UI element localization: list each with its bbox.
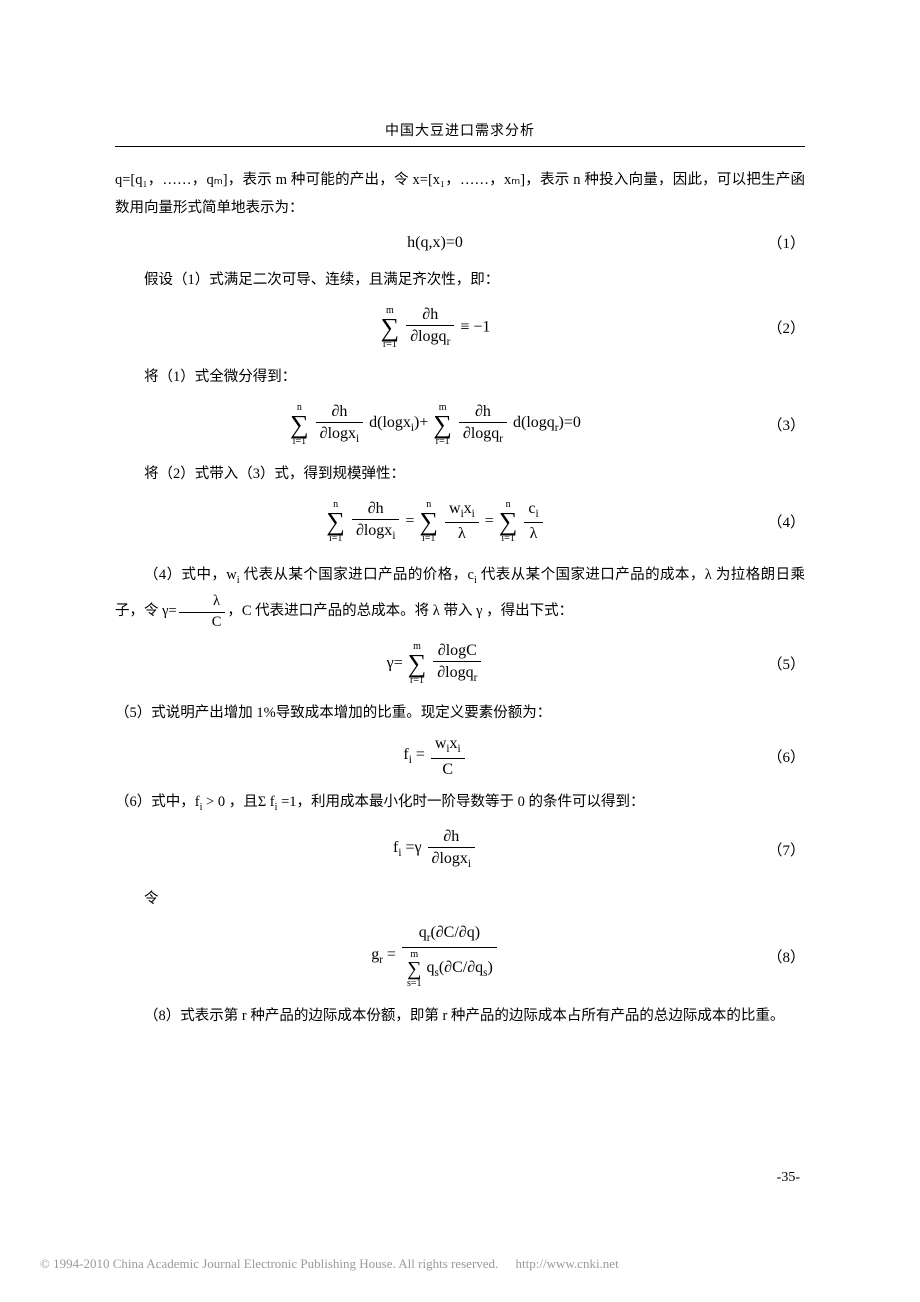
- equation-2-body: m ∑ r=1 ∂h ∂logqr ≡ −1: [115, 305, 755, 350]
- equation-5-body: γ= m ∑ r=1 ∂logC ∂logqr: [115, 641, 755, 686]
- equation-1: h(q,x)=0 （1）: [115, 232, 805, 253]
- paragraph-5: （4）式中，wi 代表从某个国家进口产品的价格，ci 代表从某个国家进口产品的成…: [115, 558, 805, 631]
- equation-8: gr = qr(∂C/∂q) m ∑ s=1 qs(∂C/∂qs) （8）: [115, 923, 805, 989]
- running-header: 中国大豆进口需求分析: [115, 120, 805, 140]
- page-number: -35-: [777, 1170, 800, 1186]
- equation-2: m ∑ r=1 ∂h ∂logqr ≡ −1 （2）: [115, 305, 805, 350]
- equation-4-number: （4）: [755, 511, 805, 532]
- equation-7-number: （7）: [755, 839, 805, 860]
- equation-3-number: （3）: [755, 414, 805, 435]
- equation-5-number: （5）: [755, 653, 805, 674]
- equation-7-body: fi =γ ∂h ∂logxi: [115, 827, 755, 872]
- equation-2-number: （2）: [755, 317, 805, 338]
- copyright-footer: © 1994-2010 China Academic Journal Elect…: [40, 1256, 619, 1272]
- inline-fraction: λC: [179, 593, 226, 631]
- paragraph-6: （5）式说明产出增加 1%导致成本增加的比重。现定义要素份额为：: [115, 700, 805, 728]
- equation-4-body: n ∑ i=1 ∂h ∂logxi = n ∑ i=1 wixi λ = n ∑: [115, 499, 755, 544]
- equation-1-number: （1）: [755, 232, 805, 253]
- equation-8-number: （8）: [755, 946, 805, 967]
- equation-6: fi = wixi C （6）: [115, 734, 805, 779]
- equation-3-body: n ∑ i=1 ∂h ∂logxi d(logxi)+ m ∑ r=1 ∂h ∂…: [115, 402, 755, 447]
- paragraph-2: 假设（1）式满足二次可导、连续，且满足齐次性，即：: [115, 267, 805, 295]
- equation-7: fi =γ ∂h ∂logxi （7）: [115, 827, 805, 872]
- sum-symbol: m ∑ r=1: [381, 305, 400, 350]
- paragraph-3: 将（1）式全微分得到：: [115, 364, 805, 392]
- copyright-text: © 1994-2010 China Academic Journal Elect…: [40, 1256, 498, 1271]
- equation-8-body: gr = qr(∂C/∂q) m ∑ s=1 qs(∂C/∂qs): [115, 923, 755, 989]
- paragraph-4: 将（2）式带入（3）式，得到规模弹性：: [115, 461, 805, 489]
- footer-link[interactable]: http://www.cnki.net: [516, 1256, 619, 1271]
- equation-1-body: h(q,x)=0: [115, 234, 755, 252]
- fraction: ∂h ∂logqr: [406, 305, 454, 350]
- paragraph-7: （6）式中，fi > 0 ，且Σ fi =1，利用成本最小化时一阶导数等于 0 …: [115, 789, 805, 817]
- equation-6-body: fi = wixi C: [115, 734, 755, 779]
- equation-4: n ∑ i=1 ∂h ∂logxi = n ∑ i=1 wixi λ = n ∑: [115, 499, 805, 544]
- paragraph-9: （8）式表示第 r 种产品的边际成本份额，即第 r 种产品的边际成本占所有产品的…: [115, 1003, 805, 1031]
- equation-5: γ= m ∑ r=1 ∂logC ∂logqr （5）: [115, 641, 805, 686]
- equation-6-number: （6）: [755, 746, 805, 767]
- header-rule: [115, 146, 805, 147]
- page-content: 中国大豆进口需求分析 q=[q₁，……，qₘ]，表示 m 种可能的产出，令 x=…: [0, 0, 920, 1030]
- equation-3: n ∑ i=1 ∂h ∂logxi d(logxi)+ m ∑ r=1 ∂h ∂…: [115, 402, 805, 447]
- paragraph-1: q=[q₁，……，qₘ]，表示 m 种可能的产出，令 x=[x₁，……，xₘ]，…: [115, 167, 805, 222]
- paragraph-8: 令: [115, 886, 805, 914]
